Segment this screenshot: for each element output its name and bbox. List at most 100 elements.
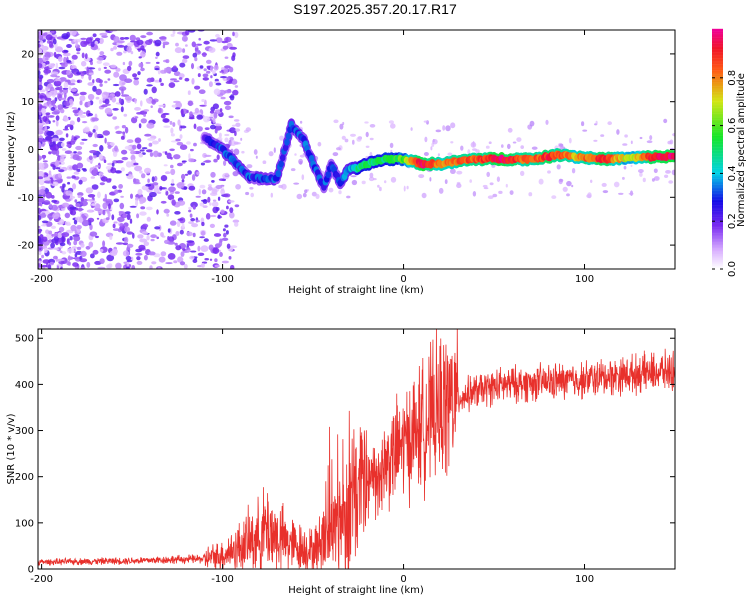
spectrogram-noise-blob <box>115 242 124 245</box>
colorbar-cell <box>712 65 723 68</box>
spectrogram-noise-blob <box>134 98 137 104</box>
colorbar-cell <box>712 167 723 169</box>
spectrogram-noise-blob <box>141 185 149 191</box>
spectrogram-noise-blob <box>138 123 142 129</box>
spectrogram-noise-blob <box>220 209 225 214</box>
spectrogram-noise-blob <box>214 258 218 263</box>
spectrogram-noise-blob <box>160 113 166 119</box>
spectrogram-noise-blob <box>57 56 63 62</box>
colorbar-cell <box>712 252 723 254</box>
colorbar-cell <box>712 227 723 229</box>
spectrogram-noise-blob <box>167 253 176 260</box>
spectrogram-noise-blob <box>89 231 98 237</box>
spectrogram-noise-blob <box>438 187 444 194</box>
spectrogram-noise-blob <box>622 176 625 180</box>
spectrogram-noise-blob <box>203 160 212 163</box>
spectrogram-noise-blob <box>172 122 176 127</box>
spectrogram-noise-blob <box>71 107 78 110</box>
colorbar-cell <box>712 260 723 263</box>
spectrogram-noise-blob <box>212 199 217 202</box>
spectrogram-noise-blob <box>193 123 197 130</box>
spectrogram-noise-blob <box>126 259 133 263</box>
spectrogram-noise-blob <box>351 179 358 186</box>
spectrogram-noise-blob <box>538 178 544 185</box>
spectrogram-noise-blob <box>356 136 362 142</box>
spectrogram-noise-blob <box>212 247 220 255</box>
colorbar-cell <box>712 77 723 80</box>
colorbar-cell <box>712 264 723 266</box>
spectrogram-noise-blob <box>172 30 176 35</box>
spectrogram-noise-blob <box>39 95 44 99</box>
colorbar-cell <box>712 136 723 138</box>
spectrogram-noise-blob <box>140 100 143 107</box>
spectrogram-noise-blob <box>66 44 72 48</box>
spectrogram-noise-blob <box>170 164 174 169</box>
colorbar-tick-label: 0.0 <box>727 261 738 277</box>
spectrogram-noise-blob <box>50 177 54 184</box>
colorbar-cell <box>712 182 723 185</box>
colorbar-cell <box>712 185 723 187</box>
colorbar-cell <box>712 208 723 210</box>
spectrogram-noise-blob <box>87 133 93 138</box>
spectrogram-noise-blob <box>106 254 115 262</box>
spectrogram-noise-blob <box>182 248 186 251</box>
spectrogram-noise-blob <box>149 265 153 269</box>
spectrogram-noise-blob <box>41 45 49 51</box>
colorbar-tick-label: 0.8 <box>727 70 738 86</box>
spectrogram-noise-blob <box>71 135 75 142</box>
colorbar-cell <box>712 64 723 67</box>
colorbar-cell <box>712 117 723 119</box>
spectrogram-noise-blob <box>38 236 42 243</box>
spectrogram-noise-blob <box>209 214 217 218</box>
spectrogram-noise-blob <box>430 146 433 151</box>
spectrogram-noise-blob <box>38 43 41 48</box>
spectrogram-noise-blob <box>134 116 139 119</box>
spectrogram-noise-blob <box>87 209 93 213</box>
spectrogram-noise-blob <box>174 191 180 194</box>
spectrogram-noise-blob <box>70 88 77 92</box>
spectrogram-noise-blob <box>211 188 218 195</box>
spectrogram-noise-blob <box>158 104 165 107</box>
spectrogram-noise-blob <box>209 110 215 114</box>
spectrogram-noise-blob <box>212 70 216 75</box>
spectrogram-noise-blob <box>246 164 253 169</box>
spectrogram-noise-blob <box>38 84 43 91</box>
spectrogram-noise-blob <box>76 246 82 250</box>
spectrogram-noise-blob <box>43 69 52 74</box>
spectrogram-noise-blob <box>130 193 133 199</box>
spectrogram-noise-blob <box>102 202 108 210</box>
colorbar-cell <box>712 141 723 143</box>
spectrogram-noise-blob <box>68 86 72 91</box>
spectrogram-noise-blob <box>45 229 50 234</box>
colorbar-cell <box>712 139 723 142</box>
spectrogram-noise-blob <box>131 265 136 269</box>
spectrogram-noise-blob <box>121 125 126 129</box>
colorbar-cell <box>712 222 723 224</box>
colorbar-cell <box>712 96 723 99</box>
spectrogram-noise-blob <box>253 149 258 155</box>
colorbar-cell <box>712 203 723 205</box>
spectrogram-noise-blob <box>79 91 87 96</box>
spectrogram-noise-blob <box>602 190 609 194</box>
spectrogram-noise-blob <box>173 100 181 104</box>
spectrogram-noise-blob <box>199 236 206 239</box>
spectrogram-noise-blob <box>485 145 490 149</box>
spectrogram-noise-blob <box>84 53 88 60</box>
spectrogram-noise-blob <box>137 234 144 239</box>
colorbar-cell <box>712 240 723 242</box>
spectrogram-noise-blob <box>170 33 175 37</box>
spectrogram-noise-blob <box>472 191 477 197</box>
spectrogram-noise-blob <box>155 56 158 59</box>
colorbar-cell <box>712 135 723 137</box>
spectrogram-noise-blob <box>151 99 156 105</box>
spectrogram-noise-blob <box>126 42 134 47</box>
spectrogram-noise-blob <box>181 222 185 229</box>
spectrogram-noise-blob <box>203 68 207 72</box>
spectrogram-noise-blob <box>184 77 190 82</box>
spectrogram-noise-blob <box>482 184 488 188</box>
spectrogram-noise-blob <box>179 134 183 139</box>
spectrogram-noise-blob <box>87 82 94 86</box>
spectrogram-noise-blob <box>50 106 56 111</box>
colorbar-cell <box>712 173 723 175</box>
